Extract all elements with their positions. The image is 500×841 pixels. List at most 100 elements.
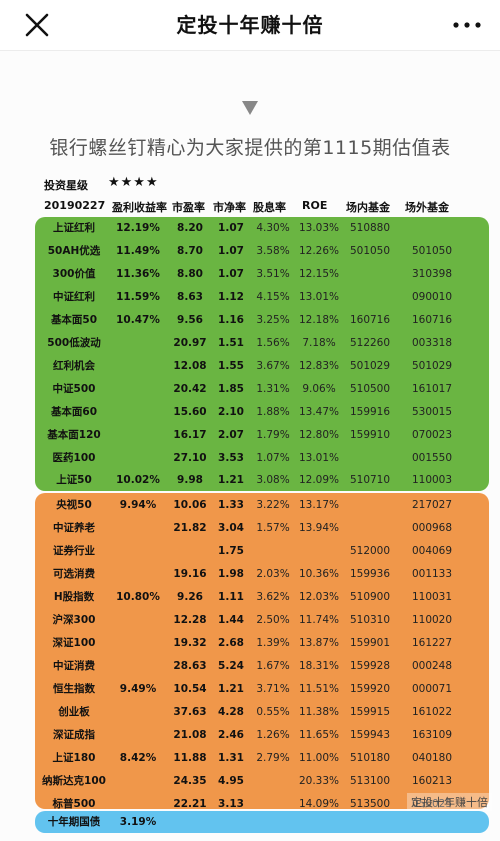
cell-out: 160213 (411, 774, 453, 787)
cell-name: 中证500 (52, 382, 96, 395)
cell-in: 510500 (349, 382, 391, 395)
table-row: 上证180 8.42% 11.88 1.31 2.79% 11.00% 510180 0401… (0, 747, 500, 769)
cell-out: 161017 (411, 382, 453, 395)
cell-yield: 10.47% (116, 313, 160, 326)
cell-pe: 28.63 (173, 660, 207, 673)
cell-div: 1.26% (256, 728, 290, 741)
cell-name: 上证红利 (53, 222, 95, 234)
table-row: 300价值 11.36% 8.80 1.07 3.51% 12.15% 310398 (0, 263, 500, 285)
cell-roe: 13.03% (298, 222, 340, 234)
table-row: 基本面120 16.17 2.07 1.79% 12.80% 159910 070023 (0, 424, 500, 446)
cell-pe: 24.35 (173, 774, 207, 787)
star-rating: ★★★★ (108, 175, 159, 190)
cell-roe: 11.74% (298, 614, 340, 627)
cell-pe: 27.10 (173, 451, 207, 464)
cell-name: 纳斯达克100 (42, 774, 106, 787)
cell-out: 001550 (411, 451, 453, 464)
cell-div: 1.79% (256, 428, 290, 441)
cell-pb: 1.21 (218, 683, 244, 695)
cell-in: 160716 (349, 313, 391, 326)
cell-in: 510310 (349, 614, 391, 627)
cell-div: 1.56% (256, 336, 290, 349)
cell-div (250, 540, 296, 562)
cell-pe: 10.54 (173, 683, 207, 695)
cell-in: 159910 (349, 428, 391, 441)
cell-in (342, 811, 398, 833)
cell-out: 001133 (411, 568, 453, 581)
table-row: 可选消费 19.16 1.98 2.03% 10.36% 159936 001133 (0, 563, 500, 585)
cell-out: 000968 (411, 522, 453, 535)
cell-in (342, 494, 398, 516)
cell-pe: 11.88 (173, 751, 207, 764)
cell-roe: 11.65% (298, 728, 340, 741)
cell-in: 159915 (349, 705, 391, 718)
cell-name: 上证50 (56, 474, 92, 487)
cell-roe: 13.87% (298, 637, 340, 650)
cell-pe: 21.82 (173, 522, 207, 535)
cell-pe: 12.28 (173, 614, 207, 627)
cell-out: 163109 (411, 728, 453, 741)
cell-in: 159920 (349, 683, 391, 695)
green-band (35, 217, 489, 491)
table-row: 沪深300 12.28 1.44 2.50% 11.74% 510310 110020 (0, 609, 500, 631)
cell-name: 可选消费 (53, 568, 95, 581)
close-icon[interactable] (24, 12, 50, 38)
cell-in (342, 286, 398, 308)
cell-out: 000248 (411, 660, 453, 673)
cell-out: 160716 (411, 313, 453, 326)
cell-div (250, 811, 296, 833)
cell-roe: 20.33% (298, 774, 340, 787)
cell-pb: 1.21 (218, 474, 244, 487)
table-row: 证券行业 1.75 512000 004069 (0, 540, 500, 562)
article-headline: 银行螺丝钉精心为大家提供的第1115期估值表 (49, 137, 451, 159)
cell-pb: 1.44 (218, 614, 244, 627)
cell-div: 3.62% (256, 591, 290, 604)
cell-name: 深证100 (52, 637, 96, 650)
cell-name: 深证成指 (53, 728, 95, 741)
cell-div: 3.08% (256, 474, 290, 487)
table-row: 500低波动 20.97 1.51 1.56% 7.18% 512260 003318 (0, 332, 500, 354)
cell-in: 159943 (349, 728, 391, 741)
cell-yield: 10.80% (116, 591, 160, 604)
cell-in: 510900 (349, 591, 391, 604)
cell-name: 50AH优选 (47, 244, 101, 257)
cell-yield: 12.19% (116, 222, 160, 234)
cell-roe: 11.00% (298, 751, 340, 764)
cell-name: 基本面60 (50, 405, 98, 418)
cell-out: 110003 (411, 474, 453, 487)
cell-roe: 13.17% (298, 499, 340, 512)
cell-name: 创业板 (58, 705, 90, 718)
cell-name: 300价值 (52, 267, 96, 280)
cell-in (342, 263, 398, 285)
cell-name: 基本面50 (50, 313, 98, 326)
more-icon[interactable] (452, 20, 482, 30)
cell-roe: 13.94% (298, 522, 340, 535)
cell-pb: 1.07 (218, 267, 244, 280)
cell-roe: 11.38% (298, 705, 340, 718)
cell-pb: 4.95 (218, 774, 244, 787)
cell-roe: 18.31% (298, 660, 340, 673)
table-row: 基本面50 10.47% 9.56 1.16 3.25% 12.18% 160716 1607… (0, 309, 500, 331)
cell-div: 4.15% (256, 290, 290, 303)
cell-name: 标普500 (52, 797, 96, 810)
cell-out: 040180 (411, 751, 453, 764)
orange-band (35, 493, 489, 809)
table-row: 十年期国债 3.19% (0, 811, 500, 833)
cell-div: 2.50% (256, 614, 290, 627)
cell-roe: 11.51% (298, 683, 340, 695)
cell-roe: 12.83% (298, 359, 340, 372)
cell-name: 证券行业 (53, 545, 95, 558)
cell-yield: 3.19% (119, 816, 157, 828)
table-row: 中证500 20.42 1.85 1.31% 9.06% 510500 161017 (0, 378, 500, 400)
cell-pb: 2.10 (218, 405, 244, 418)
watermark: 定投十年赚十倍 (407, 793, 492, 811)
table-row: 中证红利 11.59% 8.63 1.12 4.15% 13.01% 090010 (0, 286, 500, 308)
cell-name: 央视50 (56, 499, 92, 512)
cell-yield: 9.94% (119, 499, 157, 512)
cell-in: 159936 (349, 568, 391, 581)
cell-pb: 1.11 (218, 591, 244, 604)
table-row: 创业板 37.63 4.28 0.55% 11.38% 159915 161022 (0, 701, 500, 723)
cell-name: 基本面120 (47, 428, 101, 441)
cell-div: 2.03% (256, 568, 290, 581)
cell-out (398, 217, 466, 239)
